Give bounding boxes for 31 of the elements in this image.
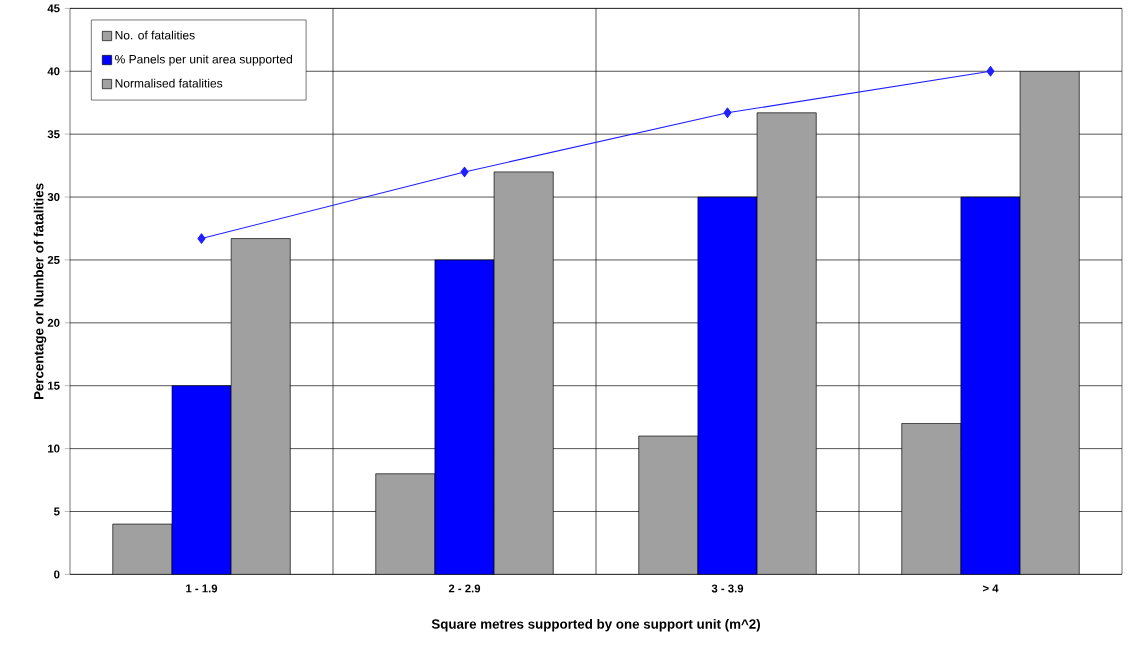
y-tick-label: 30: [47, 192, 60, 201]
bar: [171, 385, 232, 575]
y-axis-title: Percentage or Number of fatalities: [33, 183, 47, 399]
bar: [901, 422, 962, 575]
bar: [112, 523, 173, 575]
point: [723, 107, 732, 118]
bar: [434, 259, 495, 575]
y-tick-label: 25: [47, 255, 60, 264]
x-tick-label: 1 - 1.9: [186, 584, 218, 593]
x-tick-label: 3 - 3.9: [711, 584, 744, 593]
point: [986, 65, 995, 77]
y-tick-label: 5: [54, 507, 60, 516]
bar: [638, 435, 699, 575]
bar: [960, 196, 1021, 575]
y-tick-label: 10: [48, 444, 60, 453]
y-tick-label: 15: [48, 381, 60, 390]
x-tick-label: 2 - 2.9: [448, 584, 481, 593]
y-tick-label: 0: [54, 570, 60, 579]
legend-label: No. of fatalities: [115, 30, 195, 40]
point: [460, 166, 469, 177]
bar: [697, 196, 758, 575]
x-axis-title: Square metres supported by one support unit (m^2): [431, 618, 760, 632]
bar: [375, 473, 436, 575]
y-tick-label: 35: [47, 129, 60, 138]
legend-label: % Panels per unit area supported: [115, 54, 292, 66]
y-tick-label: 20: [47, 318, 60, 327]
x-tick-label: > 4: [982, 584, 999, 593]
y-tick-label: 45: [47, 4, 60, 13]
point: [197, 233, 206, 244]
legend-label: Normalised fatalities: [115, 78, 223, 88]
y-tick-label: 40: [47, 67, 60, 76]
